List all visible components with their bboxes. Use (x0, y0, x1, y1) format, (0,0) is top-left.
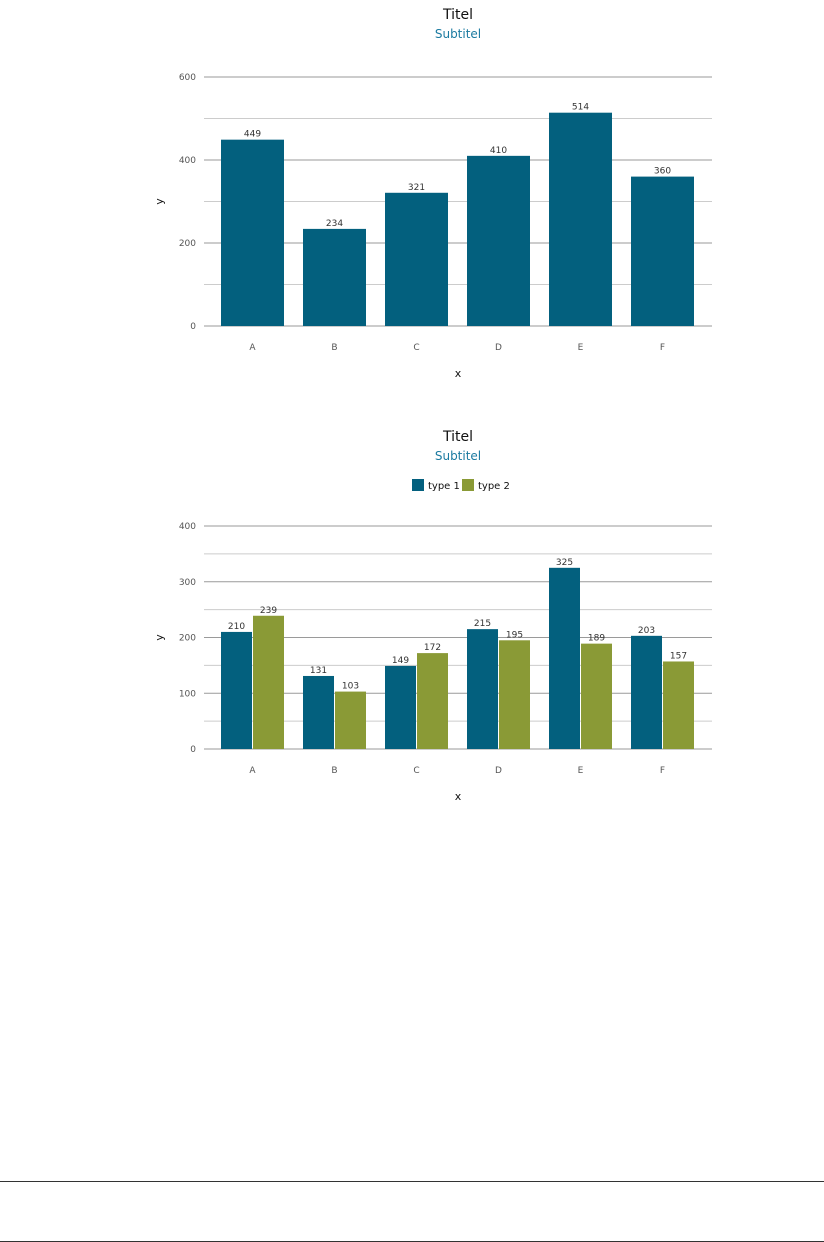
y-tick-label: 200 (179, 239, 196, 249)
bar-2 (335, 691, 366, 749)
x-tick-label: F (660, 766, 665, 776)
y-tick-label: 400 (179, 522, 196, 532)
x-tick-label: A (249, 766, 256, 776)
x-tick-label: E (578, 343, 584, 353)
x-axis-label: x (455, 367, 462, 380)
bar-2 (417, 653, 448, 749)
x-tick-label: B (331, 766, 337, 776)
bar-2 (499, 640, 530, 749)
x-tick-label: F (660, 343, 665, 353)
x-tick-label: D (495, 766, 502, 776)
data-label: 157 (670, 651, 687, 661)
data-label: 195 (506, 630, 523, 640)
data-label: 410 (490, 146, 507, 156)
data-label: 189 (588, 634, 605, 644)
x-tick-label: C (413, 343, 419, 353)
x-tick-label: E (578, 766, 584, 776)
data-label: 321 (408, 183, 425, 193)
y-tick-label: 100 (179, 689, 196, 699)
bar (221, 139, 284, 326)
divider-top (0, 1181, 824, 1182)
bar-2 (581, 643, 612, 749)
y-tick-label: 0 (190, 322, 196, 332)
legend-swatch-2 (462, 479, 474, 491)
data-label: 203 (638, 626, 655, 636)
data-label: 149 (392, 656, 409, 666)
legend-label: type 2 (478, 481, 510, 492)
y-axis-label: y (153, 634, 166, 641)
x-tick-label: A (249, 343, 256, 353)
y-tick-label: 0 (190, 745, 196, 755)
bar-1 (385, 665, 416, 749)
data-label: 172 (424, 643, 441, 653)
bar-1 (303, 675, 334, 749)
y-axis-label: y (153, 198, 166, 205)
data-label: 234 (326, 219, 343, 229)
bar (467, 155, 530, 326)
legend-swatch-1 (412, 479, 424, 491)
bar-2 (253, 615, 284, 749)
data-label: 325 (556, 558, 573, 568)
x-tick-label: B (331, 343, 337, 353)
x-tick-label: C (413, 766, 419, 776)
chart-subtitle: Subtitel (435, 449, 481, 463)
y-tick-label: 300 (179, 578, 196, 588)
data-label: 239 (260, 606, 277, 616)
bar-1 (631, 635, 662, 749)
chart-title: Titel (442, 429, 473, 445)
data-label: 210 (228, 622, 245, 632)
x-tick-label: D (495, 343, 502, 353)
data-label: 215 (474, 619, 491, 629)
chart-title: Titel (442, 7, 473, 23)
bar-1 (221, 631, 252, 749)
legend-label: type 1 (428, 481, 460, 492)
y-tick-label: 200 (179, 634, 196, 644)
chart-subtitle: Subtitel (435, 27, 481, 41)
data-label: 131 (310, 666, 327, 676)
data-label: 360 (654, 167, 671, 177)
bar (631, 176, 694, 326)
bar (303, 228, 366, 326)
data-label: 514 (572, 103, 589, 113)
y-tick-label: 400 (179, 156, 196, 166)
bar-chart-single: Titel Subtitel 0 200 400 600 A 449 B 234 C 321 D 410 E… (153, 7, 712, 380)
data-label: 449 (244, 130, 261, 140)
data-label: 103 (342, 682, 359, 692)
x-axis-label: x (455, 790, 462, 803)
bar-1 (467, 629, 498, 749)
y-tick-label: 600 (179, 73, 196, 83)
bar (549, 112, 612, 326)
bar-2 (663, 661, 694, 749)
bar-1 (549, 567, 580, 749)
bar (385, 192, 448, 326)
bar-chart-grouped: Titel Subtitel 0 100 200 300 400 A 210 239 B 131 103… (153, 429, 712, 803)
